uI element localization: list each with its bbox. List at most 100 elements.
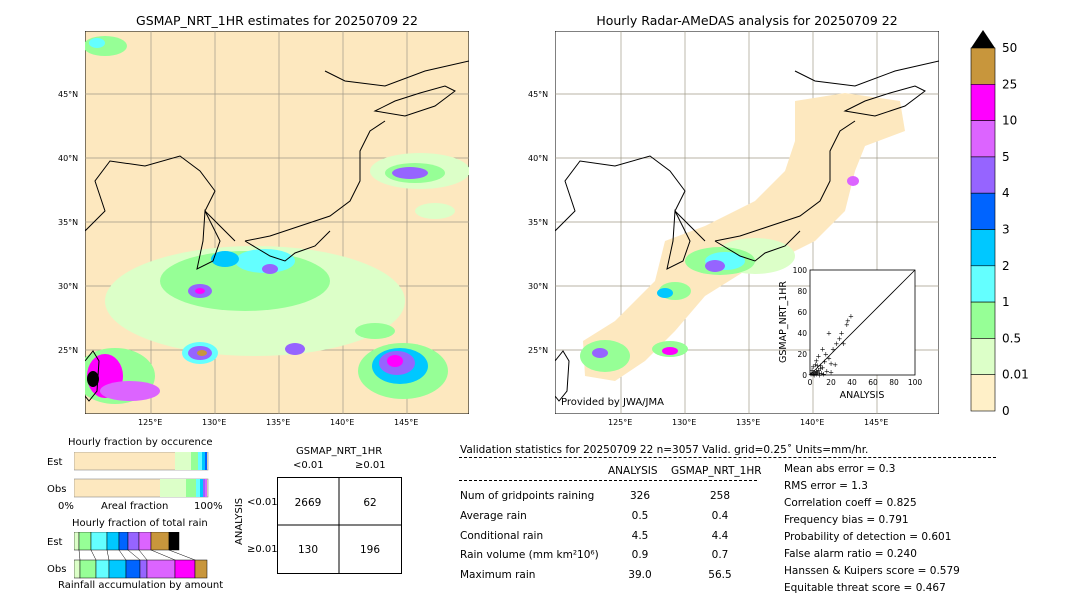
scatter-point: + bbox=[809, 369, 815, 377]
colorbar-block bbox=[970, 374, 996, 412]
validation-score: Probability of detection = 0.601 bbox=[784, 531, 952, 543]
occurrence-title: Hourly fraction by occurence bbox=[68, 437, 213, 448]
scatter-point: + bbox=[828, 368, 834, 376]
validation-row-analysis: 0.9 bbox=[631, 549, 649, 561]
left-lat-label-30: 30°N bbox=[58, 282, 79, 291]
left-lat-label-25: 25°N bbox=[58, 346, 79, 355]
scatter-point: + bbox=[813, 357, 819, 365]
scatter-point: + bbox=[812, 361, 818, 369]
scatter-point: + bbox=[824, 367, 830, 375]
scatter-point: + bbox=[817, 372, 823, 380]
validation-col-analysis: ANALYSIS bbox=[608, 465, 658, 477]
colorbar-label: 10 bbox=[1002, 114, 1017, 128]
colorbar-label: 0.5 bbox=[1002, 331, 1021, 345]
total-rain-title: Hourly fraction of total rain bbox=[72, 518, 208, 529]
scatter-x-tick: 40 bbox=[847, 378, 857, 387]
total-rain-obs-label: Obs bbox=[47, 564, 67, 575]
scatter-point: + bbox=[818, 365, 824, 373]
right-map-title: Hourly Radar-AMeDAS analysis for 2025070… bbox=[596, 13, 898, 28]
validation-score: Equitable threat score = 0.467 bbox=[784, 582, 946, 594]
scatter-point: + bbox=[808, 370, 814, 378]
colorbar-label: 0 bbox=[1002, 404, 1010, 418]
validation-score: RMS error = 1.3 bbox=[784, 480, 868, 492]
validation-score: Mean abs error = 0.3 bbox=[784, 463, 896, 475]
colorbar-arrow bbox=[971, 30, 995, 48]
validation-row-analysis: 326 bbox=[629, 490, 651, 502]
colorbar-label: 50 bbox=[1002, 41, 1017, 55]
scatter-x-tick: 80 bbox=[889, 378, 899, 387]
right-lat-label-35: 35°N bbox=[528, 218, 549, 227]
scatter-point: + bbox=[830, 345, 836, 353]
validation-col-divider bbox=[459, 480, 757, 481]
colorbar-label: 4 bbox=[1002, 186, 1010, 200]
scatter-point: + bbox=[817, 369, 823, 377]
validation-score: Frequency bias = 0.791 bbox=[784, 514, 909, 526]
right-lat-label-40: 40°N bbox=[528, 154, 549, 163]
validation-header: Validation statistics for 20250709 22 n=… bbox=[460, 444, 869, 456]
validation-score: False alarm ratio = 0.240 bbox=[784, 548, 917, 560]
left-lat-label-45: 45°N bbox=[58, 90, 79, 99]
scatter-point: + bbox=[821, 370, 827, 378]
colorbar-label: 0.01 bbox=[1002, 368, 1029, 382]
left-map-title: GSMAP_NRT_1HR estimates for 20250709 22 bbox=[136, 13, 418, 28]
scatter-y-tick: 100 bbox=[793, 266, 808, 275]
validation-score: Hanssen & Kuipers score = 0.579 bbox=[784, 565, 960, 577]
scatter-point: + bbox=[815, 366, 821, 374]
colorbar-block bbox=[970, 301, 996, 339]
scatter-point: + bbox=[826, 330, 832, 338]
right-lon-label-125: 125°E bbox=[608, 418, 633, 427]
scatter-point: + bbox=[811, 368, 817, 376]
right-map-rain bbox=[580, 93, 905, 381]
scatter-point: + bbox=[844, 321, 850, 329]
left-lat-label-35: 35°N bbox=[58, 218, 79, 227]
scatter-y-tick: 80 bbox=[797, 287, 807, 296]
occurrence-axis-right: 100% bbox=[194, 501, 223, 512]
total-rain-bars bbox=[74, 532, 208, 579]
left-lat-label-40: 40°N bbox=[58, 154, 79, 163]
scatter-diagonal bbox=[809, 269, 916, 376]
validation-row-analysis: 0.5 bbox=[631, 510, 649, 522]
scatter-y-tick: 60 bbox=[797, 308, 807, 317]
validation-col-gsmap: GSMAP_NRT_1HR bbox=[671, 465, 762, 477]
validation-row-gsmap: 0.7 bbox=[711, 549, 729, 561]
scatter-point: + bbox=[828, 360, 834, 368]
validation-row-label: Average rain bbox=[460, 510, 527, 522]
validation-row-label: Maximum rain bbox=[460, 569, 536, 581]
validation-row-label: Conditional rain bbox=[460, 530, 544, 542]
right-lat-label-25: 25°N bbox=[528, 346, 549, 355]
total-rain-footer: Rainfall accumulation by amount bbox=[58, 580, 224, 591]
right-lon-label-145: 145°E bbox=[864, 418, 889, 427]
scatter-point: + bbox=[815, 353, 821, 361]
scatter-point: + bbox=[814, 362, 820, 370]
scatter-point: + bbox=[836, 335, 842, 343]
scatter-x-tick: 100 bbox=[908, 378, 922, 387]
scatter-point: + bbox=[845, 317, 851, 325]
scatter-y-tick: 40 bbox=[797, 329, 807, 338]
left-lon-label-135: 135°E bbox=[266, 418, 291, 427]
right-lat-label-45: 45°N bbox=[528, 90, 549, 99]
scatter-point: + bbox=[810, 363, 816, 371]
validation-row-analysis: 39.0 bbox=[628, 569, 652, 581]
validation-row-label: Rain volume (mm km²10⁶) bbox=[460, 549, 599, 561]
scatter-point: + bbox=[820, 364, 826, 372]
colorbar-block bbox=[970, 83, 996, 121]
left-map-coast bbox=[85, 60, 469, 402]
occurrence-axis-mid: Areal fraction bbox=[101, 501, 169, 512]
colorbar-block bbox=[970, 338, 996, 375]
validation-divider bbox=[459, 457, 996, 458]
contingency-cell-c: 130 bbox=[297, 544, 319, 556]
colorbar-block bbox=[970, 265, 996, 303]
contingency-table bbox=[277, 477, 402, 574]
scatter-point: + bbox=[812, 369, 818, 377]
occurrence-axis-left: 0% bbox=[58, 501, 74, 512]
scatter-point: + bbox=[809, 366, 815, 374]
scatter-point: + bbox=[839, 330, 845, 338]
contingency-row-ge: ≥0.01 bbox=[247, 544, 278, 555]
scatter-y-tick: 0 bbox=[802, 371, 807, 380]
scatter-point: + bbox=[823, 351, 829, 359]
scatter-x-tick: 20 bbox=[826, 378, 836, 387]
colorbar-block bbox=[970, 156, 996, 194]
occurrence-obs-label: Obs bbox=[47, 484, 67, 495]
right-map-coast bbox=[555, 60, 939, 402]
scatter-point: + bbox=[833, 340, 839, 348]
